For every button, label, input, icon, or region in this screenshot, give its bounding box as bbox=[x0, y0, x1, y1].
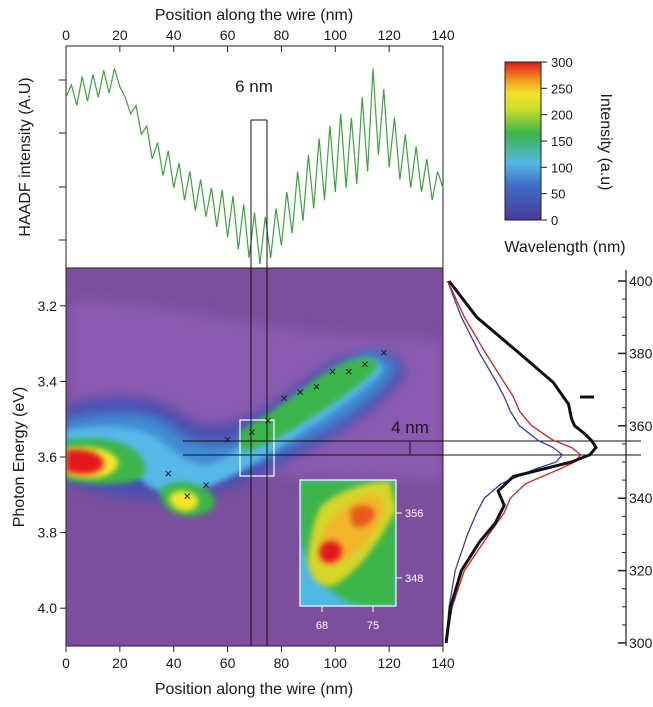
colorbar-gradient bbox=[504, 61, 542, 221]
map-y-axis-label: Photon Energy (eV) bbox=[11, 387, 28, 528]
wavelength-tick-label-5: 400 bbox=[629, 273, 653, 289]
map-x-tick-label-1: 20 bbox=[112, 655, 128, 671]
cl-map-panel: 4 nm × × × × × × × × × × × × × 68 75 356 348 0 20 40 60… bbox=[11, 119, 641, 698]
map-y-tick-label-2: 3.6 bbox=[38, 449, 58, 465]
colorbar-tick-labels: 0 50 100 150 200 250 300 bbox=[551, 55, 573, 228]
annotation-4nm: 4 nm bbox=[391, 418, 429, 437]
marker-2: × bbox=[202, 477, 210, 492]
heatmap-image bbox=[66, 268, 443, 646]
top-tick-label-2: 40 bbox=[166, 27, 182, 43]
haadf-y-ticks bbox=[59, 79, 66, 241]
spectrum-red bbox=[445, 280, 582, 644]
colorbar-tick-label-1: 50 bbox=[551, 187, 565, 202]
map-x-tick-label-6: 120 bbox=[377, 655, 401, 671]
spectrum-black bbox=[444, 280, 598, 644]
colorbar-tick-label-3: 150 bbox=[551, 134, 573, 149]
top-tick-label-6: 120 bbox=[377, 27, 401, 43]
map-y-tick-label-0: 3.2 bbox=[38, 298, 58, 314]
top-tick-label-0: 0 bbox=[62, 27, 70, 43]
inset: 68 75 356 348 bbox=[299, 479, 423, 632]
marker-1: × bbox=[183, 489, 191, 504]
inset-frame bbox=[299, 479, 397, 607]
marker-6: × bbox=[280, 390, 288, 405]
top-tick-label-7: 140 bbox=[431, 27, 455, 43]
inset-y-tick-0: 356 bbox=[405, 508, 423, 520]
annotation-6nm: 6 nm bbox=[235, 77, 273, 96]
wavelength-tick-label-0: 300 bbox=[629, 635, 653, 651]
map-y-tick-label-3: 3.8 bbox=[38, 525, 58, 541]
inset-x-tick-1: 75 bbox=[367, 620, 379, 632]
haadf-series-line bbox=[65, 68, 444, 265]
top-axis-tick-labels: 0 20 40 60 80 100 120 140 bbox=[62, 27, 455, 43]
colorbar-tick-label-4: 200 bbox=[551, 108, 573, 123]
wavelength-tick-labels: 300 320 340 360 380 400 bbox=[629, 273, 653, 651]
wavelength-minor-ticks bbox=[622, 280, 626, 644]
wavelength-tick-label-1: 320 bbox=[629, 563, 653, 579]
spectrum-blue bbox=[445, 280, 564, 644]
colorbar-ticks bbox=[541, 61, 547, 221]
marker-3: × bbox=[224, 432, 232, 447]
marker-7: × bbox=[296, 385, 304, 400]
map-x-tick-label-7: 140 bbox=[431, 655, 455, 671]
top-tick-label-1: 20 bbox=[112, 27, 128, 43]
map-x-tick-label-0: 0 bbox=[62, 655, 70, 671]
colorbar-label: Intensity (a.u) bbox=[597, 94, 614, 191]
inset-source-box bbox=[239, 419, 275, 477]
colorbar-tick-label-5: 250 bbox=[551, 81, 573, 96]
top-tick-label-5: 100 bbox=[324, 27, 348, 43]
map-x-axis-tick-labels: 0 20 40 60 80 100 120 140 bbox=[62, 655, 455, 671]
wavelength-major-ticks bbox=[618, 280, 626, 644]
top-tick-label-4: 80 bbox=[274, 27, 290, 43]
map-x-tick-label-4: 80 bbox=[274, 655, 290, 671]
map-y-axis-tick-labels: 3.2 3.4 3.6 3.8 4.0 bbox=[38, 298, 58, 616]
map-x-tick-label-2: 40 bbox=[166, 655, 182, 671]
marker-10: × bbox=[345, 364, 353, 379]
wavelength-tick-label-4: 380 bbox=[629, 345, 653, 361]
map-x-tick-label-3: 60 bbox=[220, 655, 236, 671]
top-tick-label-3: 60 bbox=[220, 27, 236, 43]
haadf-panel: 0 20 40 60 80 100 120 140 Position along the wi… bbox=[17, 7, 455, 268]
marker-4: × bbox=[248, 424, 256, 439]
marker-0: × bbox=[165, 466, 173, 481]
map-x-axis-ticks bbox=[65, 646, 444, 652]
haadf-y-axis-label: HAADF intensity (A.U) bbox=[17, 77, 34, 236]
map-x-axis-label: Position along the wire (nm) bbox=[155, 681, 353, 698]
map-y-tick-label-1: 3.4 bbox=[38, 373, 58, 389]
wavelength-axis-label: Wavelength (nm) bbox=[504, 239, 625, 256]
marker-8: × bbox=[313, 379, 321, 394]
map-y-tick-label-4: 4.0 bbox=[38, 600, 58, 616]
marker-5: × bbox=[264, 413, 272, 428]
colorbar: 0 50 100 150 200 250 300 Intensity (a.u) bbox=[504, 55, 614, 228]
top-axis-ticks bbox=[65, 46, 444, 52]
map-x-tick-label-5: 100 bbox=[324, 655, 348, 671]
marker-12: × bbox=[380, 345, 388, 360]
marker-9: × bbox=[329, 364, 337, 379]
wavelength-tick-label-2: 340 bbox=[629, 490, 653, 506]
marker-11: × bbox=[361, 356, 369, 371]
spectra-panel: Wavelength (nm) 300 320 340 360 380 400 bbox=[444, 239, 653, 651]
top-axis-label: Position along the wire (nm) bbox=[155, 7, 353, 24]
peak-markers: × × × × × × × × × × × × × bbox=[165, 345, 388, 504]
wavelength-tick-label-3: 360 bbox=[629, 418, 653, 434]
colorbar-tick-label-0: 0 bbox=[551, 213, 558, 228]
colorbar-tick-label-6: 300 bbox=[551, 55, 573, 70]
colorbar-tick-label-2: 100 bbox=[551, 160, 573, 175]
map-y-axis-ticks bbox=[60, 305, 66, 609]
guide-lines bbox=[183, 119, 641, 646]
inset-y-tick-1: 348 bbox=[405, 573, 423, 585]
inset-x-tick-0: 68 bbox=[316, 620, 328, 632]
